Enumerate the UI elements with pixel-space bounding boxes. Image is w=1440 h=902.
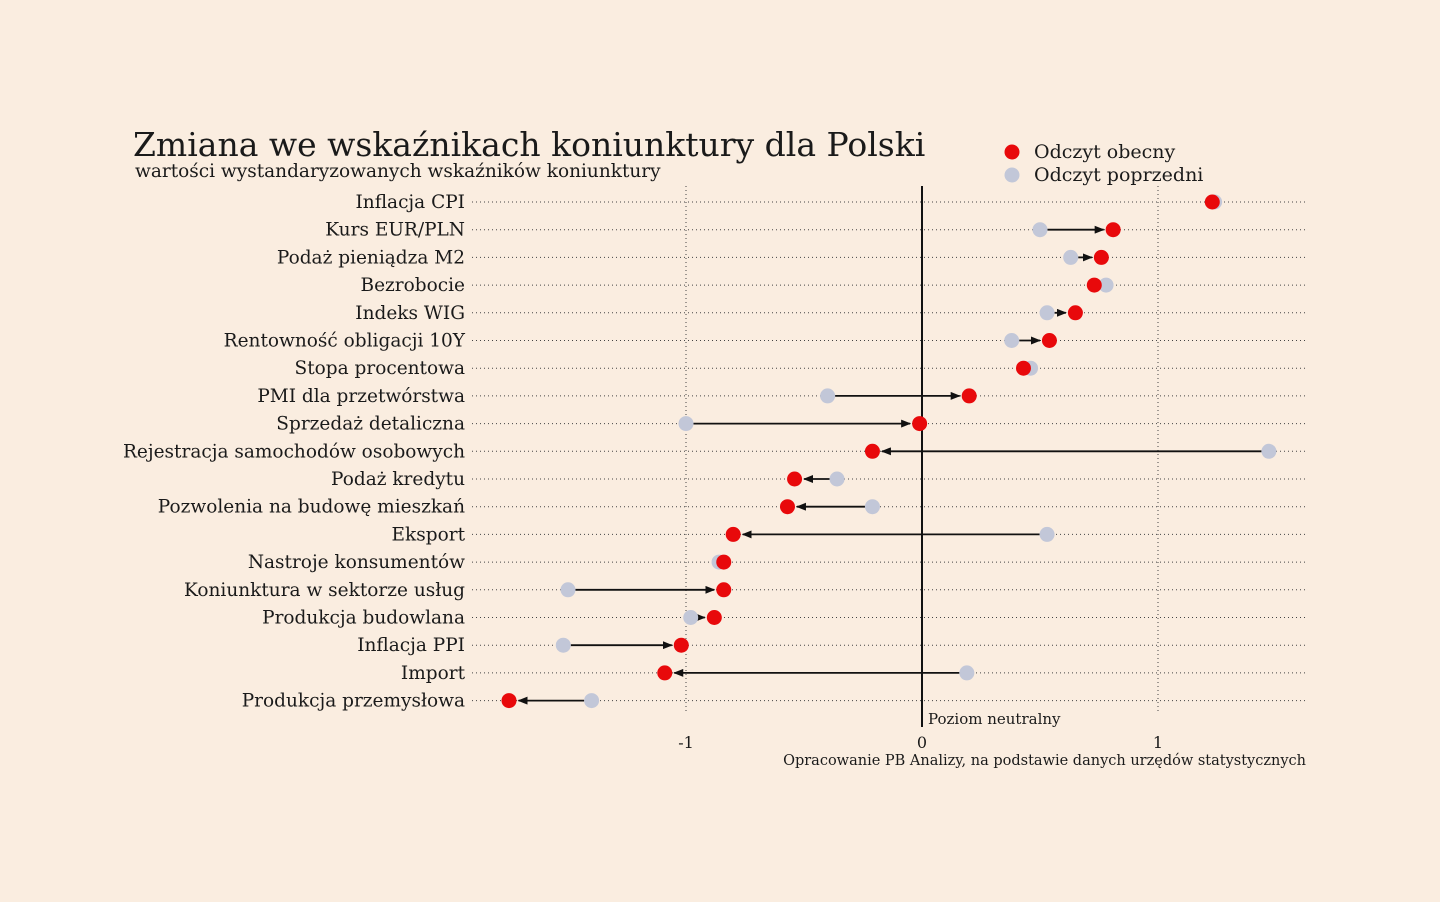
dot-previous [1098, 277, 1114, 293]
dot-current [779, 499, 795, 515]
dot-current [961, 388, 977, 404]
category-label: PMI dla przetwórstwa [257, 386, 465, 407]
dot-current [864, 443, 880, 459]
x-tick-label: 1 [1153, 733, 1163, 752]
category-label: Inflacja CPI [355, 192, 465, 213]
dot-current [706, 610, 722, 625]
dot-current [501, 693, 517, 709]
dot-previous [864, 499, 880, 515]
dot-current [1067, 305, 1083, 321]
dot-current [1041, 333, 1057, 348]
category-label: Rentowność obligacji 10Y [224, 331, 466, 352]
category-label: Kurs EUR/PLN [325, 220, 465, 241]
dot-previous [683, 610, 699, 625]
dot-current [716, 554, 732, 570]
dot-previous [678, 416, 694, 432]
category-label: Stopa procentowa [295, 358, 465, 379]
dot-current [716, 582, 732, 598]
category-label: Bezrobocie [361, 275, 466, 296]
category-label: Podaż pieniądza M2 [277, 247, 465, 268]
legend-label-previous: Odczyt poprzedni [1034, 164, 1203, 186]
chart-subtitle: wartości wystandaryzowanych wskaźników k… [135, 161, 661, 182]
category-label: Produkcja przemysłowa [242, 691, 465, 712]
category-labels: Inflacja CPI Kurs EUR/PLN Podaż pieniądza … [123, 192, 466, 712]
category-label: Indeks WIG [355, 303, 465, 324]
dot-current [657, 665, 673, 681]
category-label: Pozwolenia na budowę mieszkań [158, 497, 465, 518]
category-label: Produkcja budowlana [262, 608, 465, 629]
legend-label-current: Odczyt obecny [1034, 141, 1176, 163]
x-tick-label: -1 [678, 733, 694, 752]
dot-current [1093, 249, 1109, 265]
dot-previous [1039, 526, 1055, 542]
category-label: Eksport [392, 524, 466, 545]
category-label: Nastroje konsumentów [248, 552, 465, 573]
dot-previous [560, 582, 576, 598]
dot-previous [1039, 305, 1055, 321]
dot-previous [1063, 249, 1079, 265]
dot-current [1204, 194, 1220, 210]
dots [501, 194, 1277, 709]
dot-current [1086, 277, 1102, 293]
dot-current [725, 526, 741, 542]
dot-current [673, 637, 689, 653]
grid [472, 186, 1305, 712]
dot-previous [1261, 443, 1277, 459]
dot-previous [584, 693, 600, 709]
chart-title: Zmiana we wskaźnikach koniunktury dla Po… [133, 125, 925, 164]
category-label: Sprzedaż detaliczna [276, 414, 465, 435]
dot-previous [555, 637, 571, 653]
category-label: Inflacja PPI [357, 635, 465, 656]
source-note: Opracowanie PB Analizy, na podstawie dan… [783, 753, 1306, 769]
category-label: Import [401, 663, 466, 684]
neutral-level-label: Poziom neutralny [928, 710, 1061, 728]
x-axis-ticks: -1 0 1 [678, 733, 1163, 752]
dot-previous [1032, 222, 1048, 238]
category-label: Rejestracja samochodów osobowych [123, 441, 465, 462]
dot-current [1105, 222, 1121, 238]
dot-current [912, 416, 928, 432]
dot-previous [820, 388, 836, 404]
arrows [517, 225, 1262, 705]
dot-current [1015, 360, 1031, 376]
category-label: Koniunktura w sektorze usług [184, 580, 465, 601]
x-tick-label: 0 [917, 733, 927, 752]
legend-marker-current [1004, 144, 1020, 160]
legend: Odczyt obecny Odczyt poprzedni [1004, 141, 1203, 186]
category-label: Podaż kredytu [331, 469, 465, 490]
dot-previous [1004, 333, 1020, 348]
dot-previous [959, 665, 975, 681]
dot-current [787, 471, 803, 487]
dot-previous [829, 471, 845, 487]
legend-marker-previous [1004, 167, 1020, 183]
